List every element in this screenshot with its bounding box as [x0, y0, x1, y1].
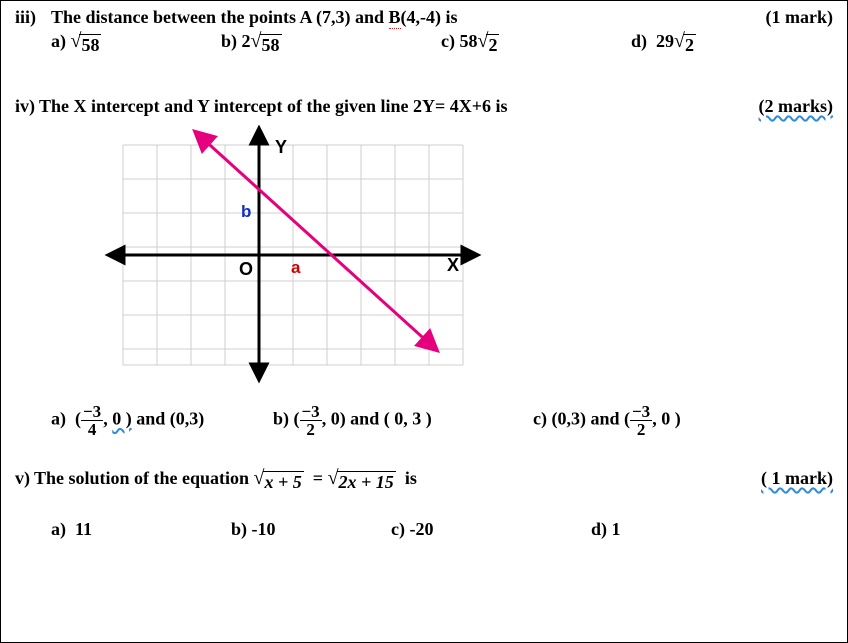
q3-opt-b-label: b) 2 — [221, 31, 251, 51]
q5-text: The solution of the equation √x + 5 = √2… — [34, 468, 417, 491]
q5-text-a: The solution of the equation — [34, 468, 254, 488]
question-iv: iv) The X intercept and Y intercept of t… — [15, 96, 833, 438]
label-a: a — [291, 258, 301, 277]
q5-eq: = — [304, 468, 328, 488]
frac-icon: −32 — [630, 403, 652, 438]
q3-opt-a: a) √58 — [51, 31, 221, 54]
q4-graph-wrap: Y X O a b — [103, 125, 833, 385]
sqrt-icon: √2 — [477, 32, 499, 54]
q3-opt-d-label: d) 29 — [631, 31, 674, 51]
q4-b-den: 2 — [300, 421, 322, 438]
question-v: v) The solution of the equation √x + 5 =… — [15, 468, 833, 540]
label-y: Y — [275, 137, 287, 157]
q4-c-lbl: c) (0,3) and ( — [533, 409, 630, 429]
q4-c-mid: , 0 ) — [652, 409, 681, 429]
q4-b-num: −3 — [300, 403, 322, 421]
q4-opt-c: c) (0,3) and (−32, 0 ) — [533, 403, 681, 438]
q4-a-zero: 0 ) — [112, 409, 132, 429]
q3-number: iii) — [15, 7, 51, 28]
sqrt-icon: √58 — [71, 32, 102, 54]
q4-a-lbl: a) ( — [51, 409, 81, 429]
q4-b-mid: , 0) and ( 0, 3 ) — [322, 409, 432, 429]
sqrt-icon: √2x + 15 — [328, 469, 396, 491]
q3-point-b: B — [389, 7, 401, 29]
q3-opt-d: d) 29√2 — [631, 31, 696, 54]
q5-opt-a: a) 11 — [51, 519, 231, 540]
q3-opt-c: c) 58√2 — [441, 31, 631, 54]
q4-a-mid: , — [103, 409, 112, 429]
q4-text: The X intercept and Y intercept of the g… — [39, 96, 507, 117]
label-b: b — [241, 202, 251, 221]
sqrt-icon: √x + 5 — [254, 469, 304, 491]
label-x: X — [447, 255, 459, 275]
q4-c-num: −3 — [630, 403, 652, 421]
q3-marks: (1 mark) — [766, 7, 833, 28]
q5-rad1: x + 5 — [263, 471, 304, 491]
q4-opt-a: a) (−34, 0 ) and (0,3) — [51, 403, 273, 438]
q5-line: v) The solution of the equation √x + 5 =… — [15, 468, 833, 491]
frac-icon: −34 — [81, 403, 103, 438]
q3-b-rad: 58 — [260, 34, 282, 54]
q3-opt-b: b) 2√58 — [221, 31, 441, 54]
sqrt-icon: √2 — [674, 32, 696, 54]
q4-number: iv) — [15, 96, 35, 117]
q4-a-den: 4 — [81, 421, 103, 438]
q5-text-b: is — [396, 468, 417, 488]
exam-page: iii) The distance between the points A (… — [0, 0, 848, 643]
q3-text: The distance between the points A (7,3) … — [51, 7, 458, 29]
q4-a-and: and (0,3) — [132, 409, 205, 429]
q3-d-rad: 2 — [683, 34, 696, 54]
q5-rad2: 2x + 15 — [337, 471, 396, 491]
label-o: O — [239, 259, 253, 279]
q3-a-rad: 58 — [79, 34, 101, 54]
q4-a-num: −3 — [81, 403, 103, 421]
q5-marks: ( 1 mark) — [761, 468, 833, 489]
q4-opt-b: b) (−32, 0) and ( 0, 3 ) — [273, 403, 533, 438]
q4-graph: Y X O a b — [103, 125, 483, 385]
q4-line: iv) The X intercept and Y intercept of t… — [15, 96, 833, 117]
q3-text-a: The distance between the points A (7,3) … — [51, 7, 389, 27]
q5-number: v) — [15, 468, 30, 489]
q4-marks-txt: (2 marks) — [759, 96, 834, 116]
sqrt-icon: √58 — [251, 32, 282, 54]
q4-c-den: 2 — [630, 421, 652, 438]
q3-c-rad: 2 — [486, 34, 499, 54]
q3-text-b: (4,-4) is — [401, 7, 458, 27]
q5-opt-b: b) -10 — [231, 519, 391, 540]
q5-options: a) 11 b) -10 c) -20 d) 1 — [15, 519, 833, 540]
q3-opt-a-label: a) — [51, 31, 66, 51]
q3-opt-c-label: c) 58 — [441, 31, 477, 51]
q4-options: a) (−34, 0 ) and (0,3) b) (−32, 0) and (… — [15, 403, 833, 438]
q4-marks: (2 marks) — [759, 96, 834, 117]
q5-opt-d: d) 1 — [591, 519, 621, 540]
q4-b-lbl: b) ( — [273, 409, 300, 429]
frac-icon: −32 — [300, 403, 322, 438]
question-iii: iii) The distance between the points A (… — [15, 7, 833, 54]
q3-options: a) √58 b) 2√58 c) 58√2 d) 29√2 — [15, 31, 833, 54]
q3-line: iii) The distance between the points A (… — [15, 7, 833, 29]
q5-marks-txt: ( 1 mark) — [761, 468, 833, 488]
q5-opt-c: c) -20 — [391, 519, 591, 540]
